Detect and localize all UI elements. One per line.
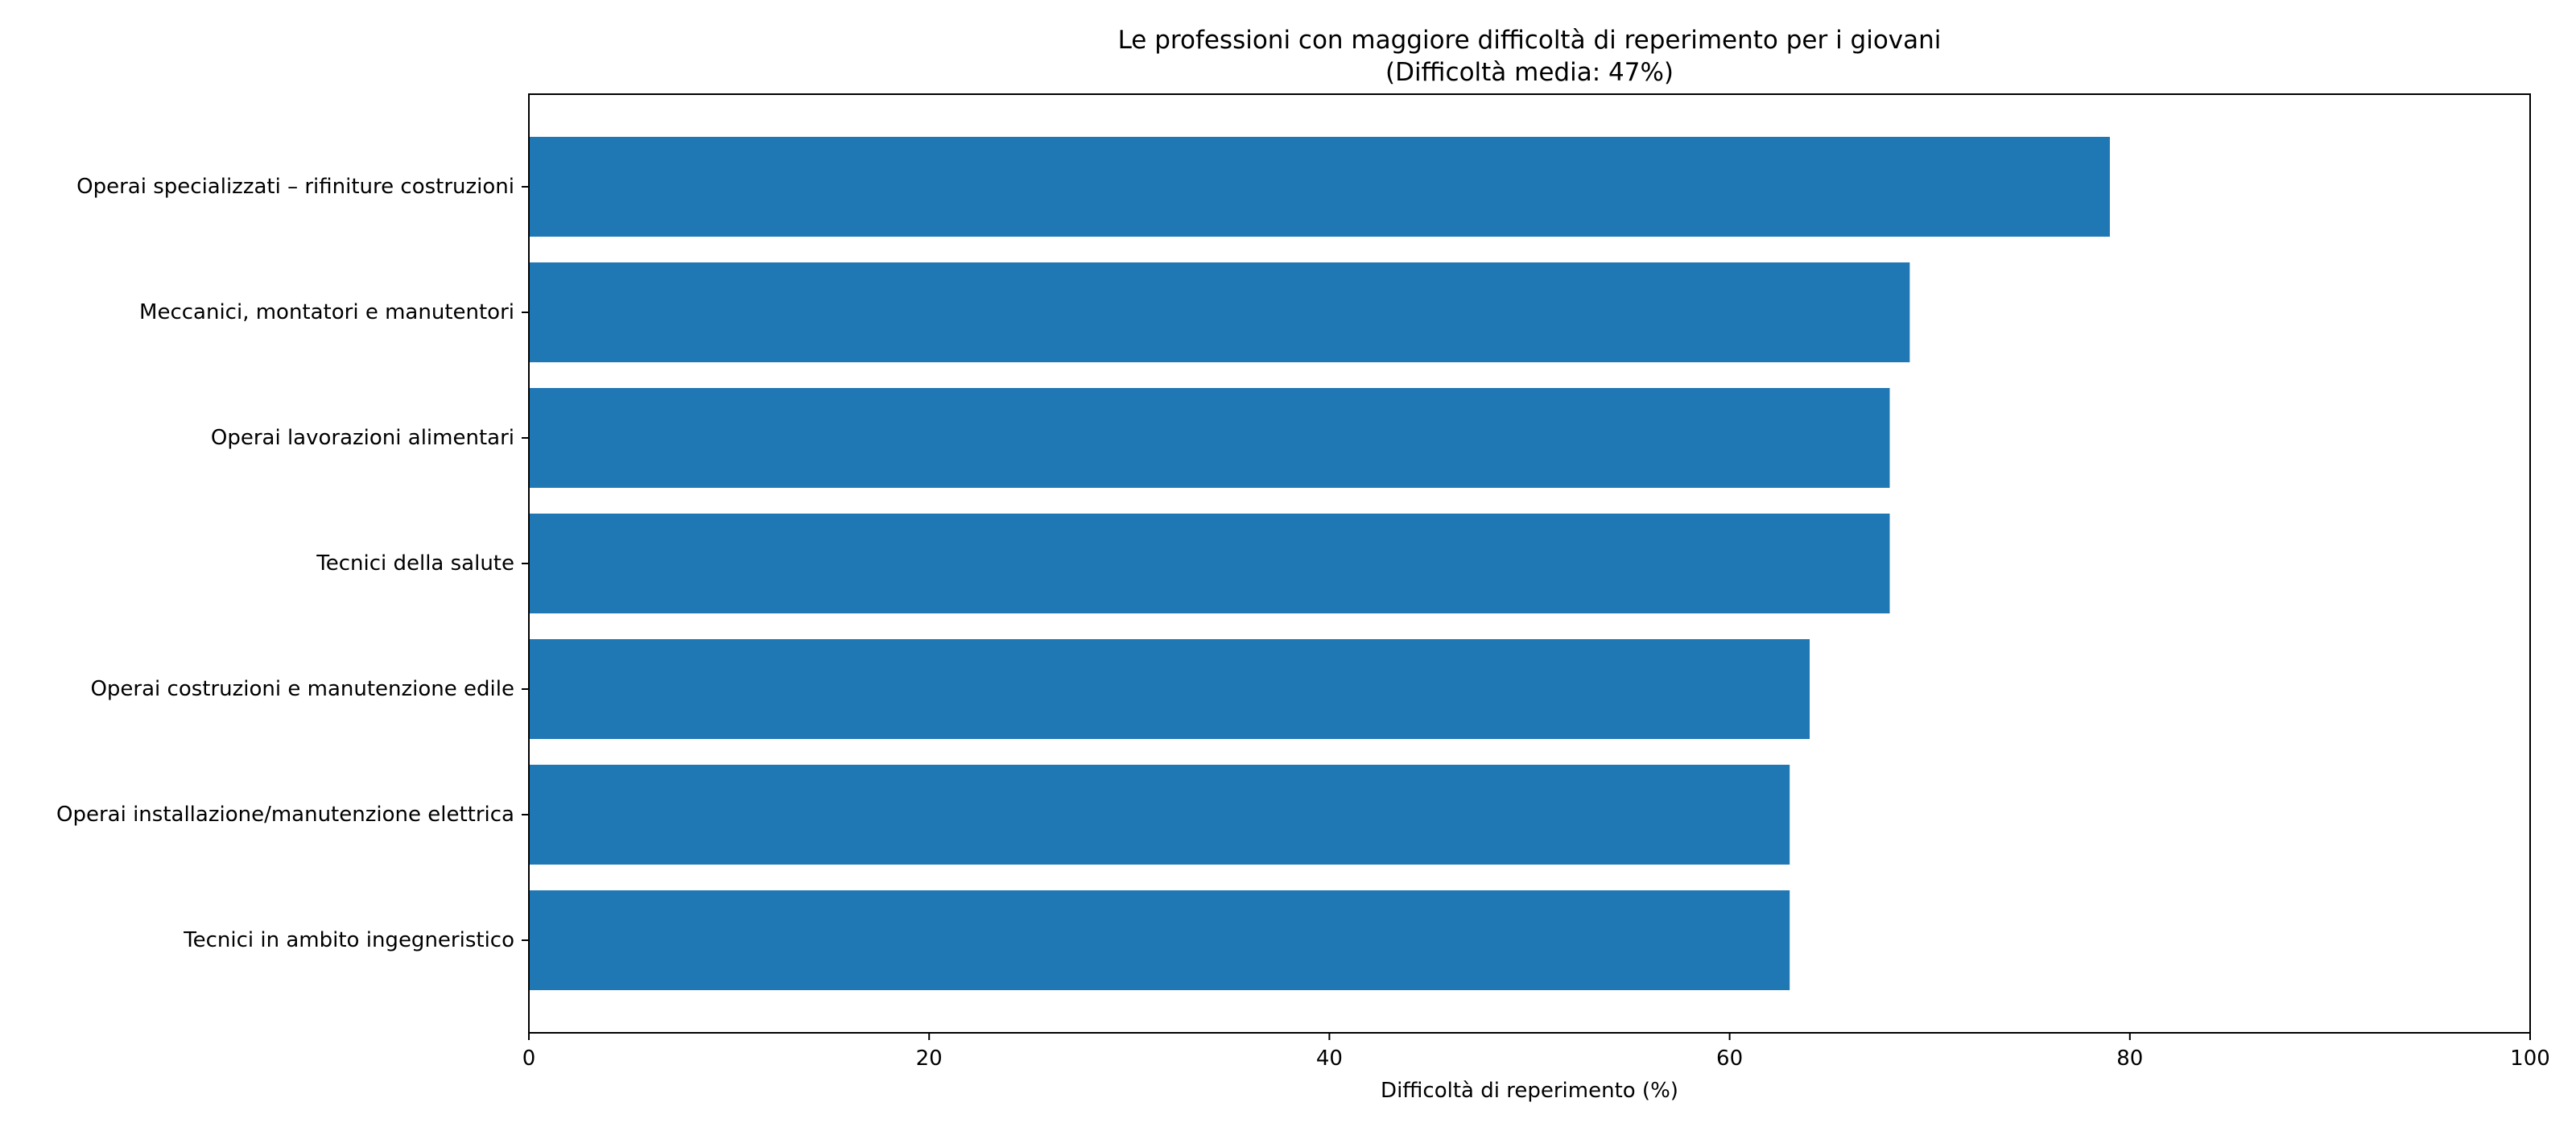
bar [529,890,1790,990]
bar [529,639,1810,739]
bars-group [529,137,2110,990]
x-tick-label: 80 [2116,1046,2143,1071]
chart-title: Le professioni con maggiore difficoltà d… [1118,26,1942,55]
y-tick-label: Meccanici, montatori e manutentori [139,300,514,324]
y-tick-label: Tecnici della salute [316,551,514,576]
x-axis-label: Difficoltà di reperimento (%) [1381,1079,1678,1103]
x-axis: 0 20 40 60 80 100 [522,1033,2550,1071]
x-tick-label: 20 [916,1046,943,1071]
y-tick-label: Tecnici in ambito ingegneristico [183,928,514,952]
y-tick-label: Operai specializzati – rifiniture costru… [76,175,514,199]
bar [529,137,2110,237]
x-tick-label: 100 [2510,1046,2550,1071]
bar [529,388,1890,488]
x-tick-label: 60 [1716,1046,1743,1071]
y-tick-label: Operai installazione/manutenzione elettr… [56,803,514,827]
bar [529,514,1890,613]
x-tick-label: 40 [1316,1046,1343,1071]
x-tick-label: 0 [522,1046,536,1071]
bar [529,262,1910,362]
chart-subtitle: (Difficoltà media: 47%) [1385,58,1674,87]
y-tick-label: Operai costruzioni e manutenzione edile [90,677,514,701]
y-axis: Operai specializzati – rifiniture costru… [56,175,529,952]
bar [529,765,1790,865]
y-tick-label: Operai lavorazioni alimentari [211,426,514,450]
